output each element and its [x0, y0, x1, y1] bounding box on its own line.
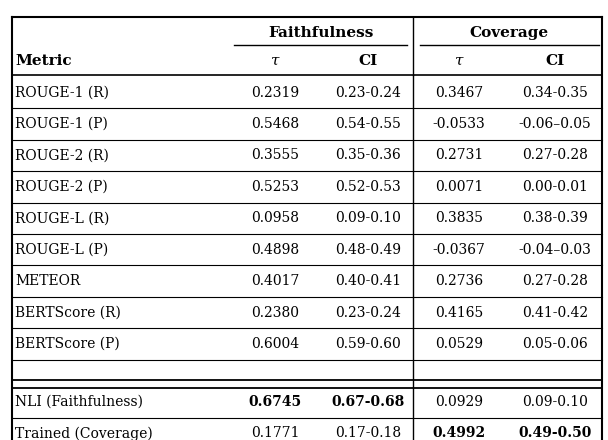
Text: 0.27-0.28: 0.27-0.28 — [522, 148, 588, 162]
Text: Coverage: Coverage — [469, 26, 549, 40]
Text: 0.09-0.10: 0.09-0.10 — [335, 211, 401, 225]
Text: ROUGE-2 (R): ROUGE-2 (R) — [15, 148, 109, 162]
Text: 0.41-0.42: 0.41-0.42 — [522, 306, 588, 319]
Text: -0.04–0.03: -0.04–0.03 — [519, 243, 591, 257]
Text: 0.00-0.01: 0.00-0.01 — [522, 180, 588, 194]
Text: -0.0367: -0.0367 — [433, 243, 485, 257]
Text: Faithfulness: Faithfulness — [268, 26, 373, 40]
Text: CI: CI — [358, 54, 378, 68]
Text: 0.17-0.18: 0.17-0.18 — [335, 426, 401, 440]
Text: 0.27-0.28: 0.27-0.28 — [522, 274, 588, 288]
Text: 0.3467: 0.3467 — [435, 86, 483, 99]
Text: 0.5468: 0.5468 — [251, 117, 299, 131]
Text: Metric: Metric — [15, 54, 72, 68]
Text: Trained (Coverage): Trained (Coverage) — [15, 426, 153, 440]
Text: 0.4165: 0.4165 — [435, 306, 483, 319]
Text: 0.23-0.24: 0.23-0.24 — [335, 306, 401, 319]
Text: 0.2731: 0.2731 — [435, 148, 483, 162]
Text: 0.0929: 0.0929 — [435, 395, 483, 409]
Text: 0.48-0.49: 0.48-0.49 — [335, 243, 401, 257]
Text: 0.49-0.50: 0.49-0.50 — [518, 426, 592, 440]
Text: 0.0529: 0.0529 — [435, 337, 483, 351]
Text: CI: CI — [545, 54, 564, 68]
Text: -0.0533: -0.0533 — [433, 117, 485, 131]
Text: 0.23-0.24: 0.23-0.24 — [335, 86, 401, 99]
Text: 0.38-0.39: 0.38-0.39 — [522, 211, 588, 225]
Text: 0.4992: 0.4992 — [432, 426, 486, 440]
Text: 0.0071: 0.0071 — [435, 180, 483, 194]
Text: ROUGE-1 (R): ROUGE-1 (R) — [15, 86, 109, 99]
Text: 0.67-0.68: 0.67-0.68 — [331, 395, 404, 409]
Text: METEOR: METEOR — [15, 274, 80, 288]
Text: 0.5253: 0.5253 — [251, 180, 299, 194]
Text: 0.34-0.35: 0.34-0.35 — [522, 86, 588, 99]
Text: 0.40-0.41: 0.40-0.41 — [335, 274, 401, 288]
Text: 0.3835: 0.3835 — [435, 211, 483, 225]
Text: 0.4017: 0.4017 — [251, 274, 299, 288]
Text: BERTScore (R): BERTScore (R) — [15, 306, 121, 319]
Text: 0.6004: 0.6004 — [251, 337, 299, 351]
Text: 0.2380: 0.2380 — [251, 306, 299, 319]
Text: 0.05-0.06: 0.05-0.06 — [522, 337, 588, 351]
Text: 0.1771: 0.1771 — [251, 426, 299, 440]
Text: 0.3555: 0.3555 — [251, 148, 299, 162]
Text: 0.54-0.55: 0.54-0.55 — [335, 117, 401, 131]
Text: 0.4898: 0.4898 — [251, 243, 299, 257]
Text: 0.0958: 0.0958 — [251, 211, 299, 225]
Text: 0.09-0.10: 0.09-0.10 — [522, 395, 588, 409]
Text: 0.2319: 0.2319 — [251, 86, 299, 99]
Text: BERTScore (P): BERTScore (P) — [15, 337, 120, 351]
Text: 0.6745: 0.6745 — [249, 395, 302, 409]
Text: τ: τ — [271, 54, 279, 68]
Text: ROUGE-L (R): ROUGE-L (R) — [15, 211, 109, 225]
Text: 0.2736: 0.2736 — [435, 274, 483, 288]
Text: ROUGE-L (P): ROUGE-L (P) — [15, 243, 108, 257]
Text: 0.35-0.36: 0.35-0.36 — [335, 148, 401, 162]
Text: -0.06–0.05: -0.06–0.05 — [519, 117, 591, 131]
Text: NLI (Faithfulness): NLI (Faithfulness) — [15, 395, 143, 409]
Text: 0.59-0.60: 0.59-0.60 — [335, 337, 401, 351]
Text: ROUGE-2 (P): ROUGE-2 (P) — [15, 180, 108, 194]
Text: 0.52-0.53: 0.52-0.53 — [335, 180, 401, 194]
Text: ROUGE-1 (P): ROUGE-1 (P) — [15, 117, 108, 131]
Text: τ: τ — [455, 54, 463, 68]
